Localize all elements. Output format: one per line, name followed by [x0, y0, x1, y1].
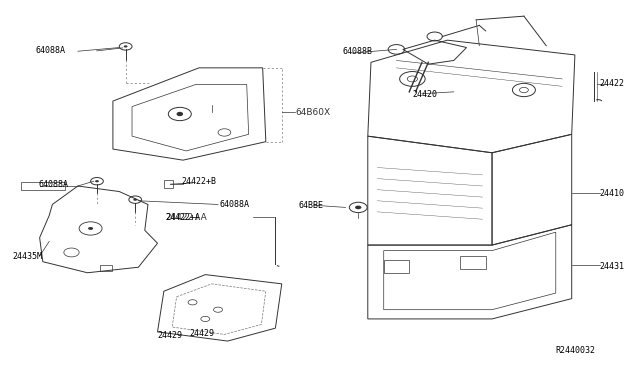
Text: 24435M: 24435M: [13, 252, 43, 262]
Circle shape: [88, 227, 93, 230]
Text: 24429: 24429: [157, 331, 182, 340]
Text: 24422+A: 24422+A: [166, 213, 201, 222]
Circle shape: [95, 180, 99, 182]
Circle shape: [355, 206, 362, 209]
Text: 24422+A: 24422+A: [166, 213, 207, 222]
Text: 64088A: 64088A: [220, 200, 250, 209]
Text: 24431: 24431: [599, 262, 624, 270]
Text: 24429: 24429: [189, 329, 214, 338]
Text: 24410: 24410: [599, 189, 624, 198]
Text: 24422: 24422: [599, 79, 624, 88]
Text: 64BBE: 64BBE: [298, 201, 323, 210]
Text: 64088B: 64088B: [342, 48, 372, 57]
Text: 24420: 24420: [412, 90, 437, 99]
Text: 64088A: 64088A: [38, 180, 68, 189]
Circle shape: [133, 199, 137, 201]
Text: 24422+B: 24422+B: [182, 177, 217, 186]
Text: 64088A: 64088A: [35, 46, 65, 55]
Circle shape: [124, 45, 127, 48]
Circle shape: [177, 112, 182, 115]
Text: R2440032: R2440032: [556, 346, 596, 355]
Text: 64B60X: 64B60X: [296, 108, 331, 117]
